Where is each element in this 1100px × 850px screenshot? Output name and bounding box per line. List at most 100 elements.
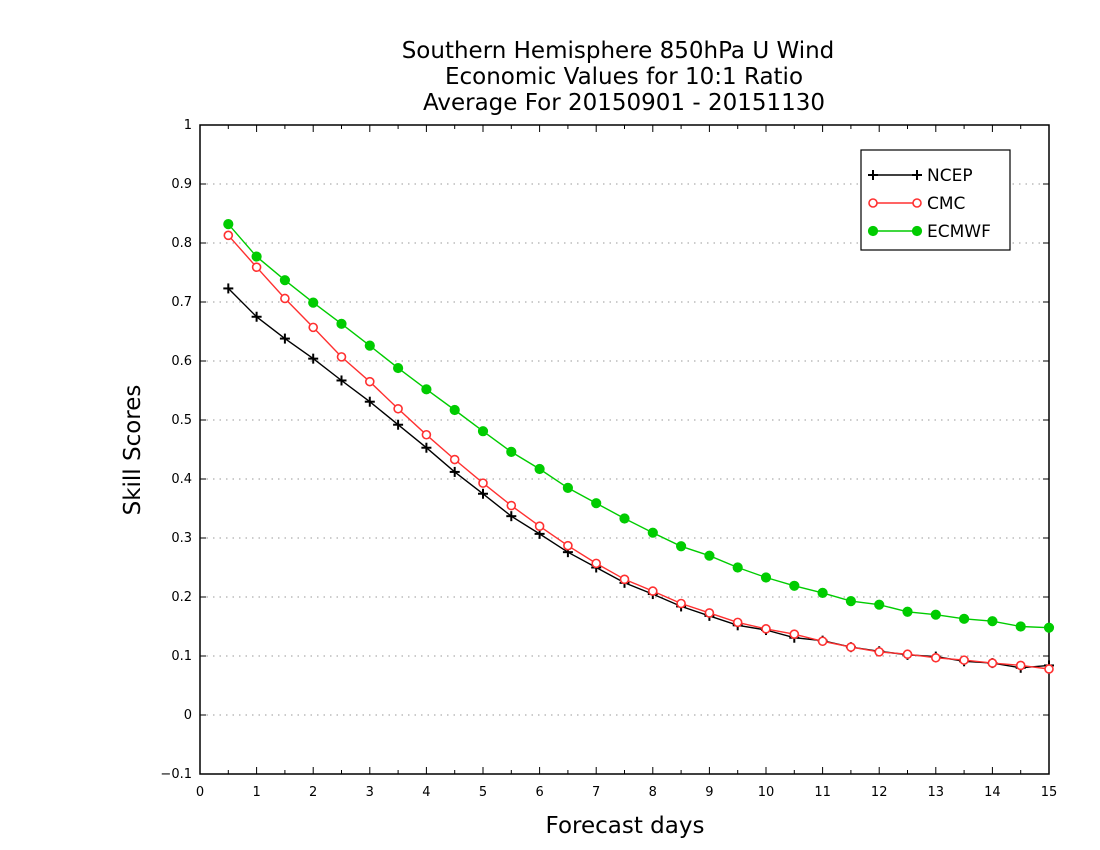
data-point-ecmwf [619,513,630,524]
data-point-ncep [478,488,488,499]
legend-box [860,149,1011,251]
data-point-cmc [874,647,885,657]
x-tick-label: 7 [592,785,600,800]
series-ecmwf [223,219,1055,633]
title-line-1: Southern Hemisphere 850hPa U Wind [402,38,835,64]
data-point-ncep [279,333,290,344]
data-point-ecmwf [364,340,375,351]
data-point-ncep [336,375,347,386]
data-point-ecmwf [845,596,857,607]
data-point-ecmwf [308,297,319,308]
data-point-ecmwf [930,609,941,620]
data-point-ecmwf [562,482,574,493]
data-point-cmc [902,649,913,660]
y-tick-label: 0.9 [171,177,192,192]
legend: NCEP CMC ECMWF [860,149,1011,251]
x-axis-label: Forecast days [546,813,705,839]
data-point-ncep [364,396,375,407]
data-point-ecmwf [223,219,234,230]
data-point-cmc [563,540,573,551]
data-point-cmc [789,629,800,639]
data-point-cmc [817,636,828,647]
y-tick-label: 0.7 [171,295,192,310]
legend-label-ecmwf: ECMWF [927,222,991,242]
legend-item-ncep: NCEP [868,166,973,186]
data-point-ecmwf [1015,621,1026,632]
data-point-cmc [393,403,403,414]
data-point-ecmwf [760,572,772,583]
x-tick-label: 9 [705,785,713,800]
data-point-ecmwf [789,580,800,591]
legend-marker-ecmwf [911,225,923,237]
data-point-cmc [591,558,602,569]
data-point-ecmwf [336,318,347,329]
data-point-ncep [506,511,517,522]
data-point-ncep [393,419,404,430]
data-point-ecmwf [987,616,998,627]
x-tick-label: 4 [422,785,430,800]
y-tick-label: −0.1 [160,767,192,782]
data-point-ecmwf [647,527,658,538]
data-point-ecmwf [534,463,545,475]
data-point-cmc [1044,664,1054,674]
data-point-cmc [761,624,771,634]
data-point-ncep [421,442,432,453]
legend-marker-ncep [912,170,922,180]
data-point-ecmwf [676,541,687,552]
axis-ticks: −0.100.10.20.30.40.50.60.70.80.910 1 2 3 4 5 6… [160,118,1057,800]
data-point-ncep [449,466,460,477]
data-point-cmc [704,608,715,618]
data-point-ecmwf [591,498,602,509]
data-point-ecmwf [279,275,290,286]
data-point-ecmwf [251,251,262,262]
data-point-cmc [676,598,686,609]
x-tick-label: 14 [984,785,1001,800]
x-tick-label: 8 [649,785,657,800]
data-point-cmc [223,230,234,241]
series-lines [223,219,1055,674]
data-point-cmc [959,655,969,665]
legend-item-ecmwf: ECMWF [867,222,991,242]
series-line-cmc [227,234,1050,670]
data-point-ecmwf [506,446,517,457]
data-point-cmc [336,352,347,362]
series-line-ecmwf [227,223,1050,629]
y-tick-label: 0.5 [171,413,192,428]
x-tick-label: 2 [309,785,317,800]
data-point-ecmwf [902,606,913,617]
data-point-cmc [308,322,319,333]
data-point-cmc [251,262,262,272]
data-point-ecmwf [393,362,404,374]
chart-title: Southern Hemisphere 850hPa U Wind Econom… [402,38,835,116]
x-tick-label: 0 [196,785,204,800]
data-point-cmc [478,478,488,488]
y-tick-label: 0 [184,708,192,723]
data-point-ecmwf [1043,622,1055,633]
y-tick-label: 0.8 [171,236,192,251]
grid-lines [200,183,1049,716]
data-point-cmc [732,617,743,628]
data-point-cmc [1015,660,1026,671]
data-point-cmc [506,500,517,511]
y-tick-label: 0.4 [171,472,192,487]
y-tick-label: 1 [184,118,192,133]
data-point-cmc [534,521,545,532]
data-point-ecmwf [421,384,432,395]
x-tick-label: 15 [1041,785,1058,800]
legend-marker-ncep [868,170,878,180]
x-tick-label: 10 [758,785,775,800]
data-point-cmc [987,658,998,668]
data-point-ecmwf [732,562,743,573]
x-tick-label: 12 [871,785,888,800]
data-point-ecmwf [959,613,970,624]
series-cmc [223,230,1054,674]
legend-label-cmc: CMC [927,194,965,214]
data-point-cmc [846,642,856,652]
y-axis-label: Skill Scores [120,385,146,516]
y-tick-label: 0.1 [171,649,192,664]
x-tick-label: 6 [535,785,543,800]
x-tick-label: 5 [479,785,487,800]
legend-marker-cmc [912,198,922,208]
x-tick-label: 13 [928,785,945,800]
